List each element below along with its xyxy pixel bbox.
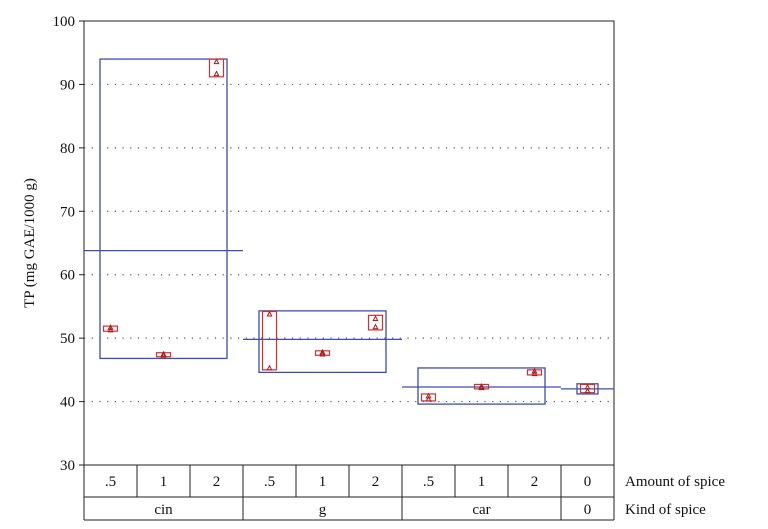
y-tick-label: 40 [60,395,75,411]
kind-label: g [319,502,327,518]
y-tick-label: 30 [60,458,75,474]
data-point [584,387,591,394]
y-tick-label: 80 [60,141,75,157]
data-point [425,392,432,399]
y-tick-label: 70 [60,204,75,220]
cell-box [261,310,278,371]
data-point [160,350,167,357]
data-point [319,348,326,355]
amount-factor-name: Amount of spice [625,474,725,490]
amount-label: .5 [264,474,275,490]
amount-label: 2 [213,474,221,490]
y-tick-label: 50 [60,331,75,347]
amount-label: 1 [478,474,486,490]
data-point [160,351,167,358]
cell-box [367,314,384,331]
amount-label: 1 [319,474,327,490]
data-point [478,383,485,389]
group-box [99,58,228,360]
amount-label: 2 [531,474,539,490]
kind-factor-name: Kind of spice [625,502,706,518]
data-point [213,70,220,77]
kind-label: car [472,502,490,518]
y-tick-label: 100 [53,14,76,30]
data-point [584,383,591,390]
data-point [425,395,432,402]
group-box [417,367,546,405]
data-point [372,315,379,321]
y-axis-label: TP (mg GAE/1000 g) [22,178,38,308]
data-point [372,323,379,330]
amount-label: 0 [584,474,592,490]
amount-label: 1 [160,474,168,490]
kind-label: 0 [584,502,592,518]
y-tick-label: 90 [60,77,75,93]
data-point [266,310,273,317]
data-point [478,384,485,391]
data-point [107,324,114,330]
y-tick-label: 60 [60,268,75,284]
amount-label: .5 [105,474,116,490]
plot-frame [83,20,615,466]
data-point [266,364,273,371]
data-point [213,58,220,65]
amount-label: .5 [423,474,434,490]
cell-box [208,58,225,78]
kind-label: cin [154,502,173,518]
data-point [531,367,538,374]
group-box [258,310,387,374]
amount-label: 2 [372,474,380,490]
